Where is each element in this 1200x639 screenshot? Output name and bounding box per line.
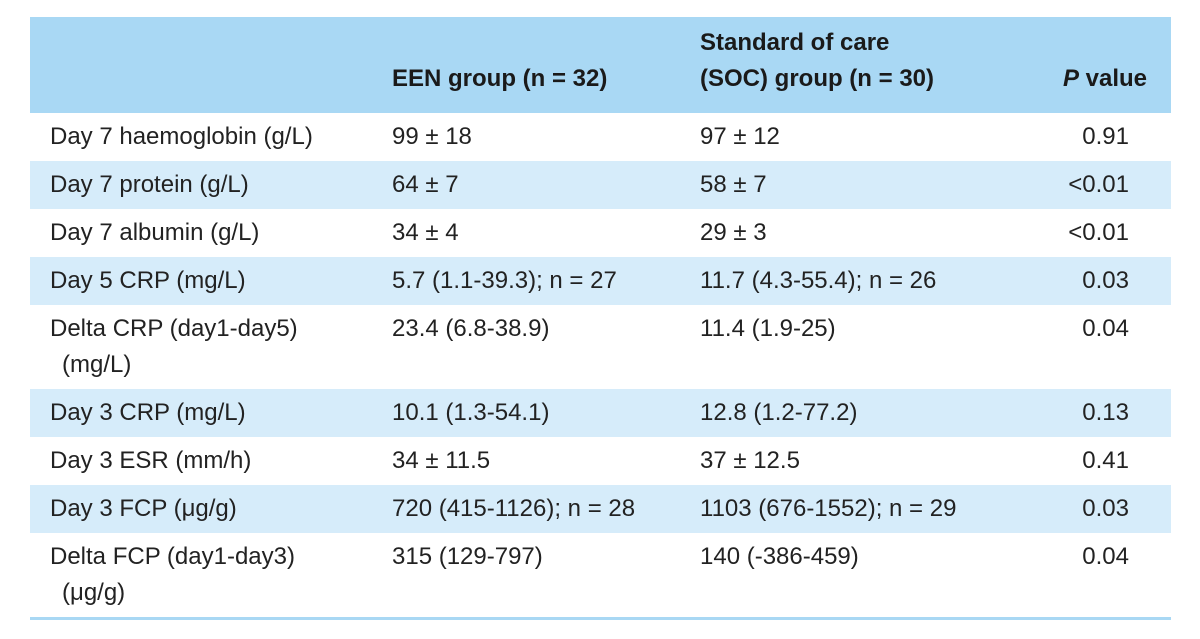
header-een-group: EEN group (n = 32) (392, 65, 608, 92)
p-value: 0.13 (1082, 399, 1129, 426)
een-value: 23.4 (6.8-38.9) (392, 315, 550, 342)
row-label-line1: Delta CRP (day1-day5) (50, 315, 298, 342)
soc-value: 140 (-386-459) (700, 543, 859, 570)
soc-value: 11.7 (4.3-55.4); n = 26 (700, 267, 937, 294)
header-soc-line1: Standard of care (700, 29, 890, 56)
soc-value: 58 ± 7 (700, 171, 767, 198)
row-label: Day 3 FCP (μg/g) (50, 495, 237, 522)
table-row: Day 3 ESR (mm/h) 34 ± 11.5 37 ± 12.5 0.4… (30, 437, 1171, 485)
table-row: Day 3 CRP (mg/L) 10.1 (1.3-54.1) 12.8 (1… (30, 389, 1171, 437)
table-row: Day 3 FCP (μg/g) 720 (415-1126); n = 28 … (30, 485, 1171, 533)
header-row: EEN group (n = 32) Standard of care (SOC… (30, 17, 1171, 113)
p-value: <0.01 (1068, 219, 1129, 246)
table-header: EEN group (n = 32) Standard of care (SOC… (30, 17, 1171, 113)
soc-value: 11.4 (1.9-25) (700, 315, 836, 342)
row-label: Day 7 albumin (g/L) (50, 219, 260, 246)
table-row: Day 7 haemoglobin (g/L) 99 ± 18 97 ± 12 … (30, 113, 1171, 161)
results-table: EEN group (n = 32) Standard of care (SOC… (30, 17, 1171, 617)
header-soc-group: Standard of care (SOC) group (n = 30) (680, 17, 1033, 113)
soc-value: 29 ± 3 (700, 219, 767, 246)
een-value: 34 ± 4 (392, 219, 459, 246)
row-label-line1: Delta FCP (day1-day3) (50, 543, 295, 570)
row-label-line2: (μg/g) (62, 579, 126, 606)
header-p-italic: P (1062, 65, 1079, 92)
row-label-line2: (mg/L) (62, 351, 132, 378)
table-row: Day 5 CRP (mg/L) 5.7 (1.1-39.3); n = 27 … (30, 257, 1171, 305)
header-p-rest: value (1078, 65, 1147, 92)
row-label: Delta FCP (day1-day3) (μg/g) (30, 533, 372, 617)
p-value: 0.04 (1082, 315, 1129, 342)
table-body: Day 7 haemoglobin (g/L) 99 ± 18 97 ± 12 … (30, 113, 1171, 617)
een-value: 99 ± 18 (392, 123, 472, 150)
soc-value: 97 ± 12 (700, 123, 780, 150)
soc-value: 1103 (676-1552); n = 29 (700, 495, 957, 522)
row-label: Day 3 ESR (mm/h) (50, 447, 252, 474)
header-measure (30, 17, 372, 113)
table-row: Delta FCP (day1-day3) (μg/g) 315 (129-79… (30, 533, 1171, 617)
row-label: Delta CRP (day1-day5) (mg/L) (30, 305, 372, 389)
p-value: 0.91 (1082, 123, 1129, 150)
een-value: 315 (129-797) (392, 543, 543, 570)
table-bottom-rule (30, 617, 1171, 620)
row-label: Day 7 haemoglobin (g/L) (50, 123, 313, 150)
een-value: 720 (415-1126); n = 28 (392, 495, 636, 522)
header-soc-line2: (SOC) group (n = 30) (700, 65, 934, 92)
p-value: 0.03 (1082, 267, 1129, 294)
table-row: Day 7 albumin (g/L) 34 ± 4 29 ± 3 <0.01 (30, 209, 1171, 257)
p-value: 0.41 (1082, 447, 1129, 474)
p-value: 0.03 (1082, 495, 1129, 522)
header-p-value: P value (1033, 17, 1171, 113)
een-value: 5.7 (1.1-39.3); n = 27 (392, 267, 617, 294)
results-table-container: EEN group (n = 32) Standard of care (SOC… (30, 17, 1171, 620)
row-label: Day 7 protein (g/L) (50, 171, 249, 198)
p-value: 0.04 (1082, 543, 1129, 570)
een-value: 34 ± 11.5 (392, 447, 491, 474)
p-value: <0.01 (1068, 171, 1129, 198)
een-value: 64 ± 7 (392, 171, 459, 198)
soc-value: 12.8 (1.2-77.2) (700, 399, 858, 426)
table-row: Delta CRP (day1-day5) (mg/L) 23.4 (6.8-3… (30, 305, 1171, 389)
row-label: Day 3 CRP (mg/L) (50, 399, 246, 426)
row-label: Day 5 CRP (mg/L) (50, 267, 246, 294)
soc-value: 37 ± 12.5 (700, 447, 800, 474)
een-value: 10.1 (1.3-54.1) (392, 399, 550, 426)
table-row: Day 7 protein (g/L) 64 ± 7 58 ± 7 <0.01 (30, 161, 1171, 209)
